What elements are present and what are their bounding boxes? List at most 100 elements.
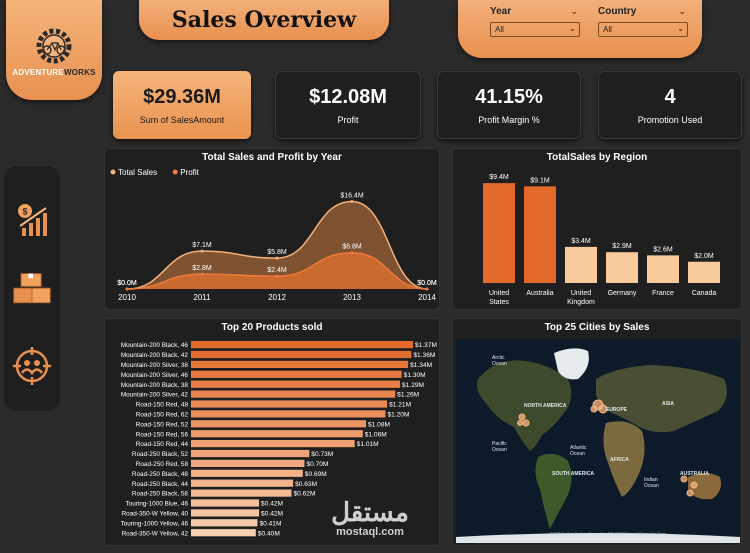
customers-target-icon[interactable]: [12, 346, 52, 386]
watermark-arabic: مستقل: [331, 497, 409, 527]
bar-value-label: $1.29M: [402, 382, 424, 389]
y-tick-label: Mountain-200 Silver, 46: [121, 372, 189, 379]
chart-title: TotalSales by Region: [546, 152, 648, 163]
bar[interactable]: [191, 529, 256, 537]
world-map[interactable]: Arctic Ocean NORTH AMERICA EUROPE ASIA P…: [456, 339, 740, 543]
sales-profit-area-chart: Total Sales Profit $0.0M $7.1M $5.8M $16.4M $0…: [110, 168, 437, 302]
chevron-down-icon[interactable]: ⌄: [678, 6, 686, 16]
bar[interactable]: [191, 479, 294, 487]
bar[interactable]: [647, 255, 679, 283]
bar[interactable]: [191, 420, 367, 428]
kpi-promotion-used: 4 Promotion Used: [598, 71, 742, 139]
bar[interactable]: [606, 252, 638, 283]
y-tick-label: Road-350-W Yellow, 40: [122, 511, 189, 518]
bar[interactable]: [524, 186, 556, 283]
city-bubbles: [517, 399, 698, 497]
city-bubble[interactable]: [690, 481, 698, 489]
eurasia-landmass: [596, 365, 727, 433]
x-tick-label: United: [489, 290, 509, 297]
country-select-value: All: [603, 25, 612, 34]
products-bar-chart: Mountain-200 Black, 46 $1.37M Mountain-200…: [120, 341, 437, 537]
city-bubble[interactable]: [518, 413, 526, 421]
boxes-icon[interactable]: [12, 270, 52, 310]
bar[interactable]: [191, 341, 413, 349]
chart-title: Total Sales and Profit by Year: [202, 152, 342, 163]
bar[interactable]: [191, 400, 388, 408]
x-tick-label: Canada: [692, 290, 717, 297]
bar-value-label: $2.0M: [694, 253, 714, 260]
bar[interactable]: [191, 350, 412, 359]
city-bubble[interactable]: [590, 405, 598, 413]
bar[interactable]: [191, 410, 386, 418]
australia-landmass: [688, 473, 721, 500]
antarctica-landmass: [456, 533, 740, 543]
bar[interactable]: [565, 246, 597, 283]
city-bubble[interactable]: [522, 419, 530, 427]
year-select[interactable]: All ⌄: [490, 22, 580, 37]
y-tick-label: Mountain-200 Silver, 38: [121, 362, 189, 369]
bar[interactable]: [191, 459, 305, 467]
bar[interactable]: [191, 430, 363, 438]
data-label: $0.0M: [117, 280, 137, 287]
bar-value-label: $9.4M: [489, 174, 509, 181]
x-tick-label: United: [571, 290, 591, 297]
bar[interactable]: [483, 183, 515, 283]
city-bubble[interactable]: [686, 489, 694, 497]
bar[interactable]: [191, 469, 303, 477]
map-label-europe: EUROPE: [606, 407, 628, 413]
bar-value-label: $0.41M: [259, 520, 281, 527]
year-filter: Year ⌄ All ⌄: [490, 6, 580, 37]
bar[interactable]: [191, 449, 310, 458]
chevron-down-icon[interactable]: ⌄: [570, 6, 578, 16]
bar[interactable]: [191, 380, 401, 388]
bar[interactable]: [191, 509, 260, 517]
data-label: $2.8M: [192, 265, 212, 272]
map-label-africa: AFRICA: [610, 457, 629, 463]
bar[interactable]: [191, 489, 292, 497]
bar-value-label: $1.37M: [415, 342, 437, 349]
x-tick-label: 2012: [268, 293, 286, 302]
data-point: [350, 251, 354, 255]
kpi-caption: Profit Margin %: [478, 114, 540, 125]
bar[interactable]: [191, 360, 409, 368]
bar[interactable]: [191, 390, 396, 398]
bar[interactable]: [191, 519, 258, 527]
year-filter-label: Year: [490, 6, 512, 17]
data-label: $16.4M: [340, 193, 364, 200]
gear-bike-icon: [36, 28, 72, 63]
kpi-caption: Profit: [337, 114, 359, 125]
city-bubble[interactable]: [598, 404, 608, 414]
north-america-landmass: [477, 360, 572, 451]
map-label-asia: ASIA: [662, 401, 674, 407]
y-tick-label: Mountain-200 Black, 46: [121, 342, 189, 349]
data-label: $7.1M: [192, 242, 212, 249]
country-select[interactable]: All ⌄: [598, 22, 688, 37]
y-tick-label: Mountain-200 Black, 42: [121, 352, 189, 359]
country-filter: Country ⌄ All ⌄: [598, 6, 688, 37]
data-point: [275, 274, 279, 278]
x-tick-label: 2010: [118, 293, 136, 302]
x-tick-label: Germany: [608, 290, 637, 297]
money-growth-icon[interactable]: $: [12, 200, 52, 240]
svg-text:$: $: [22, 207, 27, 217]
page-title: Sales Overview: [171, 7, 357, 33]
legend-label[interactable]: Total Sales: [118, 168, 157, 177]
mostaql-watermark: مستقل mostaql.com: [330, 498, 410, 550]
bar[interactable]: [191, 440, 355, 448]
products-chart-panel: Top 20 Products sold Mountain-200 Black,…: [104, 318, 440, 546]
bar[interactable]: [191, 499, 260, 507]
sales-profit-chart-panel: Total Sales and Profit by Year Total Sal…: [104, 148, 440, 310]
bar[interactable]: [191, 370, 402, 378]
region-chart-panel: TotalSales by Region $9.4M United States $9…: [452, 148, 742, 310]
data-label: $0.0M: [117, 280, 137, 287]
legend-label[interactable]: Profit: [180, 168, 199, 177]
bar[interactable]: [688, 261, 720, 283]
watermark-latin: mostaql.com: [336, 526, 404, 538]
map-label-indian-1: Indian: [644, 477, 658, 483]
legend-swatch: [172, 169, 178, 175]
map-labels: Arctic Ocean NORTH AMERICA EUROPE ASIA P…: [492, 355, 709, 489]
africa-landmass: [603, 421, 645, 497]
line-total-sales: [126, 200, 428, 290]
city-bubble[interactable]: [517, 420, 523, 426]
city-bubble[interactable]: [680, 475, 688, 483]
